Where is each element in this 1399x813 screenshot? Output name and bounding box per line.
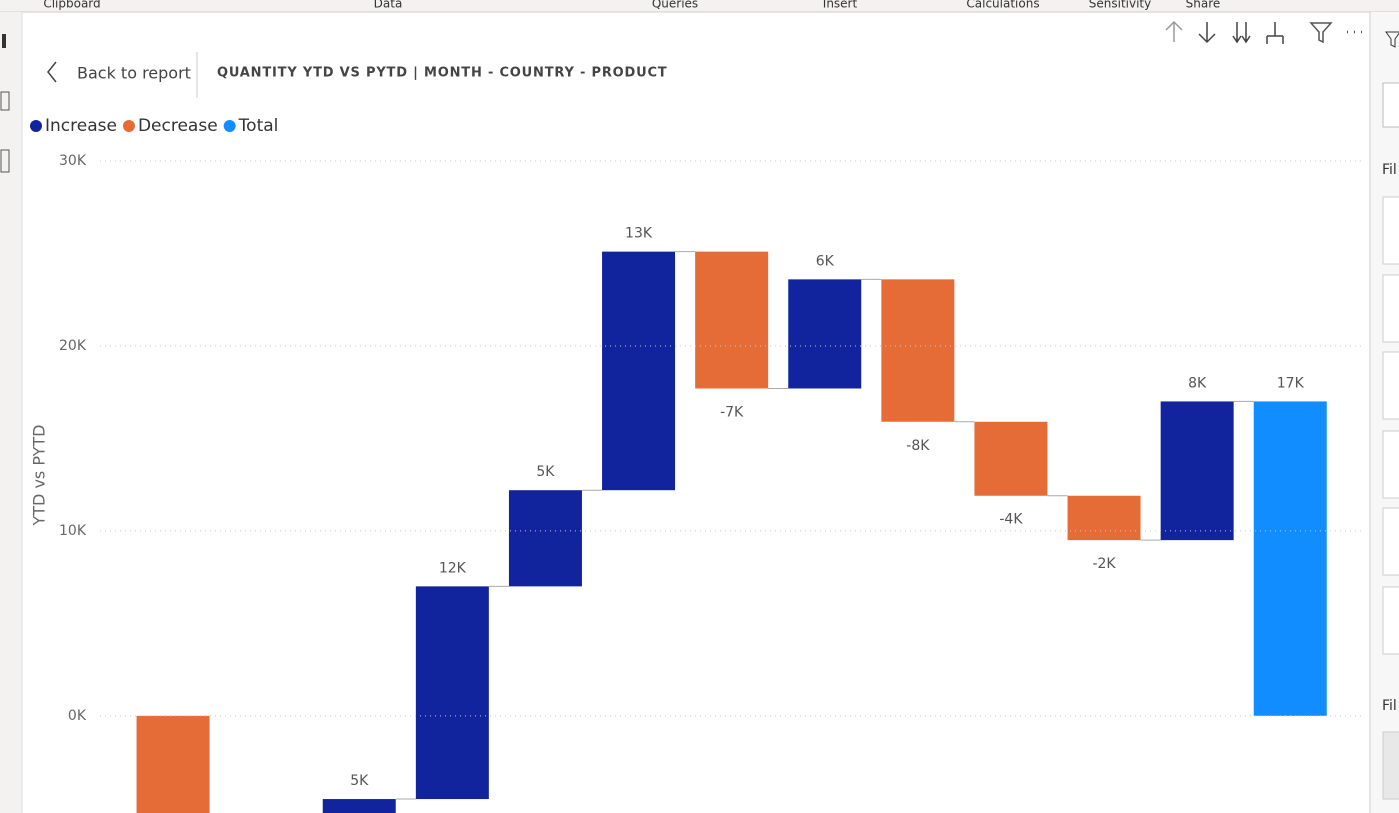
- waterfall-bar[interactable]: [415, 586, 489, 800]
- waterfall-bar[interactable]: [1253, 401, 1327, 716]
- data-label: 8K: [1188, 375, 1207, 391]
- ribbon-group-label: Share: [1186, 0, 1221, 11]
- data-label: -8K: [906, 438, 930, 454]
- y-tick-label: 0K: [68, 708, 87, 724]
- ribbon-group-label: Sensitivity: [1089, 0, 1151, 11]
- data-label: 12K: [439, 560, 467, 576]
- waterfall-bar[interactable]: [695, 251, 769, 389]
- drill-up-icon[interactable]: [1165, 20, 1183, 42]
- data-label: 6K: [816, 253, 835, 269]
- waterfall-bar[interactable]: [1160, 401, 1234, 541]
- data-label: 5K: [350, 773, 369, 789]
- legend-marker: [122, 120, 135, 132]
- waterfall-bar[interactable]: [136, 715, 210, 813]
- left-nav: [0, 12, 22, 813]
- y-axis-title: YTD vs PYTD: [30, 424, 49, 526]
- filter-section-label: Fil: [1382, 698, 1397, 714]
- filter-card[interactable]: [1382, 586, 1399, 655]
- filter-card[interactable]: [1382, 274, 1399, 343]
- ribbon-group-label: Data: [374, 0, 403, 11]
- waterfall-bar[interactable]: [788, 279, 862, 389]
- drill-down-icon[interactable]: [1198, 22, 1216, 44]
- y-tick-label: 20K: [59, 338, 87, 354]
- back-icon[interactable]: [47, 61, 57, 83]
- ribbon-group-label: Calculations: [966, 0, 1039, 11]
- filter-section-label: Fil: [1382, 162, 1397, 178]
- filter-search[interactable]: [1382, 82, 1399, 128]
- data-view-icon[interactable]: [0, 91, 10, 111]
- waterfall-bar[interactable]: [322, 799, 396, 813]
- back-to-report[interactable]: Back to report: [77, 64, 191, 83]
- waterfall-bar[interactable]: [602, 251, 676, 491]
- filter-card[interactable]: [1382, 196, 1399, 265]
- y-tick-label: 30K: [59, 153, 87, 169]
- data-label: -2K: [1092, 556, 1116, 572]
- data-label: 13K: [625, 226, 653, 242]
- filter-card[interactable]: [1382, 507, 1399, 576]
- legend-label: Decrease: [138, 116, 218, 136]
- data-label: 17K: [1277, 375, 1305, 391]
- filter-card[interactable]: [1382, 731, 1399, 800]
- waterfall-bar[interactable]: [1067, 495, 1141, 541]
- waterfall-bar[interactable]: [974, 421, 1048, 496]
- data-label: 5K: [536, 464, 555, 480]
- data-label: -4K: [999, 512, 1023, 528]
- visual-title: QUANTITY YTD VS PYTD | MONTH - COUNTRY -…: [217, 66, 667, 81]
- data-label: -7K: [720, 404, 744, 420]
- next-level-icon[interactable]: [1232, 22, 1251, 44]
- filter-icon[interactable]: [1385, 31, 1399, 48]
- plot: 5K 12K 5K 13K -7K 6K -8K -4K -2K 8K 17K: [136, 226, 1327, 813]
- waterfall-bar[interactable]: [881, 279, 955, 422]
- ribbon-bar: [0, 0, 1399, 12]
- visual-header-icons: [1165, 20, 1362, 44]
- model-view-icon[interactable]: [0, 149, 10, 173]
- ribbon-group-label: Insert: [823, 0, 858, 11]
- ribbon-group-label: Queries: [652, 0, 698, 11]
- y-tick-label: 10K: [59, 523, 87, 539]
- visual-filter-icon[interactable]: [1309, 22, 1333, 44]
- legend-marker: [223, 120, 236, 132]
- ribbon-group-label: Clipboard: [43, 0, 100, 11]
- legend-label: Increase: [45, 116, 117, 136]
- legend-label: Total: [238, 116, 279, 136]
- filter-card[interactable]: [1382, 351, 1399, 420]
- filter-card[interactable]: [1382, 430, 1399, 499]
- report-view-icon[interactable]: [2, 34, 6, 48]
- waterfall-bar[interactable]: [508, 490, 582, 587]
- legend-marker: [30, 120, 42, 132]
- expand-icon[interactable]: [1266, 22, 1284, 44]
